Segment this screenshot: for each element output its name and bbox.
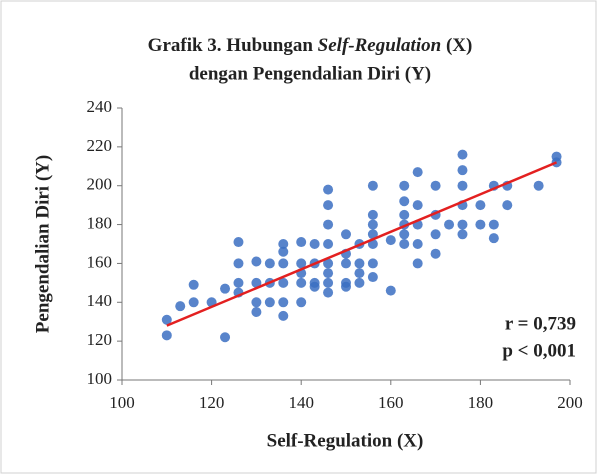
- point: [367, 258, 378, 269]
- point: [412, 258, 423, 269]
- point: [430, 229, 441, 240]
- point: [309, 239, 320, 249]
- point: [264, 258, 275, 269]
- point: [354, 258, 365, 269]
- point: [354, 277, 365, 288]
- point: [278, 239, 289, 249]
- x-axis-label: Self-Regulation (X): [267, 430, 424, 451]
- point: [188, 297, 199, 308]
- point: [399, 180, 410, 191]
- point: [385, 235, 396, 246]
- y-tick-label: 220: [87, 136, 113, 155]
- title-part: (X): [441, 35, 472, 56]
- x-tick-label: 180: [468, 393, 494, 412]
- point: [412, 200, 423, 211]
- point: [399, 209, 410, 220]
- point: [278, 297, 289, 308]
- point: [533, 180, 544, 191]
- point: [457, 180, 468, 191]
- point: [430, 180, 441, 191]
- point: [233, 258, 244, 269]
- x-tick-label: 120: [199, 393, 225, 412]
- point: [367, 272, 378, 283]
- point: [457, 219, 468, 230]
- point: [502, 200, 513, 211]
- point: [399, 239, 410, 249]
- point: [323, 219, 334, 230]
- point: [233, 237, 244, 248]
- trendline: [166, 161, 558, 327]
- x-tick-label: 100: [109, 393, 135, 412]
- y-tick-label: 160: [87, 252, 113, 271]
- point: [188, 279, 199, 290]
- point: [323, 277, 334, 288]
- point: [354, 268, 365, 279]
- point: [341, 281, 351, 292]
- chart-title: Grafik 3. Hubungan Self-Regulation (X): [148, 35, 473, 56]
- point: [251, 307, 262, 317]
- point: [457, 149, 468, 160]
- annotation: p < 0,001: [502, 340, 576, 361]
- point: [412, 239, 423, 249]
- point: [399, 229, 410, 240]
- chart-title: dengan Pengendalian Diri (Y): [189, 63, 431, 84]
- point: [367, 209, 378, 220]
- point: [341, 229, 351, 240]
- point: [278, 277, 289, 288]
- point: [488, 233, 499, 244]
- point: [488, 219, 499, 230]
- point: [296, 237, 307, 248]
- point: [161, 330, 172, 341]
- point: [457, 165, 468, 176]
- point: [367, 219, 378, 230]
- point: [367, 229, 378, 240]
- point: [309, 281, 320, 292]
- point: [323, 268, 334, 279]
- y-tick-label: 200: [87, 175, 113, 194]
- point: [430, 248, 441, 259]
- point: [278, 310, 289, 321]
- point: [233, 277, 244, 288]
- point: [323, 200, 334, 211]
- point: [278, 246, 289, 257]
- point: [412, 167, 423, 178]
- point: [323, 258, 334, 269]
- title-part: Self-Regulation: [318, 35, 442, 56]
- point: [323, 239, 334, 249]
- point: [341, 258, 351, 269]
- point: [296, 297, 307, 308]
- point: [367, 180, 378, 191]
- title-part: Grafik 3. Hubungan: [148, 35, 318, 56]
- point: [220, 283, 231, 294]
- y-tick-label: 100: [87, 369, 113, 388]
- point: [220, 332, 231, 343]
- x-tick-label: 140: [288, 393, 314, 412]
- y-tick-label: 120: [87, 330, 113, 349]
- point: [175, 301, 186, 312]
- point: [296, 258, 307, 269]
- x-tick-label: 160: [378, 393, 404, 412]
- y-tick-label: 240: [87, 97, 113, 116]
- point: [399, 196, 410, 207]
- point: [251, 256, 262, 267]
- point: [323, 184, 334, 195]
- point: [385, 285, 396, 296]
- annotation: r = 0,739: [505, 313, 576, 334]
- y-tick-label: 180: [87, 213, 113, 232]
- point: [161, 314, 172, 325]
- point: [475, 200, 486, 211]
- x-tick-label: 200: [557, 393, 583, 412]
- point: [457, 229, 468, 240]
- point: [264, 297, 275, 308]
- y-axis-label: Pengendalian Diri (Y): [32, 155, 53, 333]
- point: [251, 277, 262, 288]
- point: [296, 277, 307, 288]
- point: [251, 297, 262, 308]
- point: [323, 287, 334, 298]
- point: [444, 219, 455, 230]
- point: [475, 219, 486, 230]
- y-tick-label: 140: [87, 291, 113, 310]
- point: [278, 258, 289, 269]
